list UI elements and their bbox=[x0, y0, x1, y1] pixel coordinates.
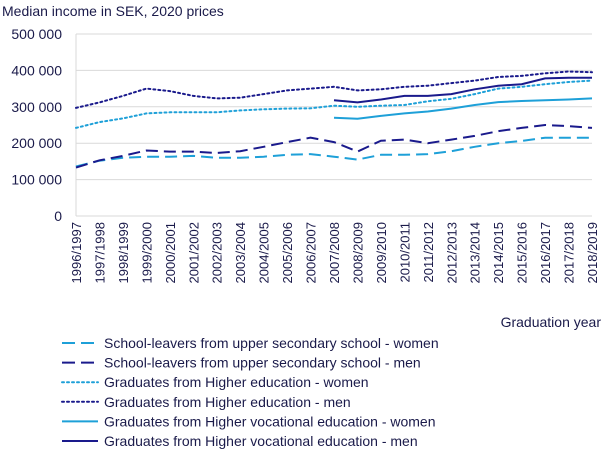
y-tick-label: 500 000 bbox=[11, 26, 62, 42]
x-tick-label: 2011/2012 bbox=[421, 222, 436, 283]
series-line-4 bbox=[75, 70, 593, 109]
legend-label-3: Graduates from Higher education - women bbox=[104, 374, 369, 390]
x-axis-ticks: 1996/1997 1997/1998 1998/1999 1999/2000 2000… bbox=[69, 222, 600, 283]
x-axis-label: Graduation year bbox=[501, 314, 602, 330]
series-line-3 bbox=[75, 79, 593, 129]
x-tick-label: 2017/2018 bbox=[562, 222, 577, 283]
series-line-6 bbox=[333, 76, 592, 104]
legend-label-1: School-leavers from upper secondary scho… bbox=[104, 335, 439, 351]
y-axis-ticks: 0 100 000 200 000 300 000 400 000 500 000 bbox=[11, 26, 62, 224]
x-tick-label: 2003/2004 bbox=[233, 222, 248, 283]
x-tick-label: 2010/2011 bbox=[397, 222, 412, 283]
legend-label-4: Graduates from Higher education - men bbox=[104, 394, 351, 410]
series-lines bbox=[75, 70, 593, 169]
x-tick-label: 2001/2002 bbox=[186, 222, 201, 283]
x-tick-label: 2000/2001 bbox=[163, 222, 178, 283]
x-tick-label: 2015/2016 bbox=[515, 222, 530, 283]
x-tick-label: 2007/2008 bbox=[327, 222, 342, 283]
x-tick-label: 2006/2007 bbox=[304, 222, 319, 283]
legend-label-6: Graduates from Higher vocational educati… bbox=[104, 433, 418, 449]
x-tick-label: 2013/2014 bbox=[468, 222, 483, 283]
y-tick-label: 400 000 bbox=[11, 62, 62, 78]
x-tick-label: 2018/2019 bbox=[585, 222, 600, 283]
legend: School-leavers from upper secondary scho… bbox=[61, 335, 439, 449]
x-tick-label: 2004/2005 bbox=[257, 222, 272, 283]
gridlines bbox=[75, 33, 592, 217]
x-tick-label: 1999/2000 bbox=[139, 222, 154, 283]
x-tick-label: 2012/2013 bbox=[444, 222, 459, 283]
y-tick-label: 100 000 bbox=[11, 172, 62, 188]
x-tick-label: 2002/2003 bbox=[210, 222, 225, 283]
legend-label-5: Graduates from Higher vocational educati… bbox=[104, 413, 436, 429]
x-tick-label: 1998/1999 bbox=[116, 222, 131, 283]
series-line-1 bbox=[75, 136, 592, 168]
x-tick-label: 2009/2010 bbox=[374, 222, 389, 283]
legend-label-2: School-leavers from upper secondary scho… bbox=[104, 355, 421, 371]
x-tick-label: 2016/2017 bbox=[538, 222, 553, 283]
x-tick-label: 2005/2006 bbox=[280, 222, 295, 283]
y-tick-label: 0 bbox=[54, 208, 62, 224]
x-tick-label: 2008/2009 bbox=[350, 222, 365, 283]
series-line-5 bbox=[333, 97, 593, 120]
x-tick-label: 1996/1997 bbox=[69, 222, 84, 283]
y-tick-label: 300 000 bbox=[11, 99, 62, 115]
chart-title: Median income in SEK, 2020 prices bbox=[2, 3, 224, 19]
y-tick-label: 200 000 bbox=[11, 135, 62, 151]
x-tick-label: 1997/1998 bbox=[92, 222, 107, 283]
series-line-2 bbox=[75, 123, 593, 169]
x-tick-label: 2014/2015 bbox=[491, 222, 506, 283]
